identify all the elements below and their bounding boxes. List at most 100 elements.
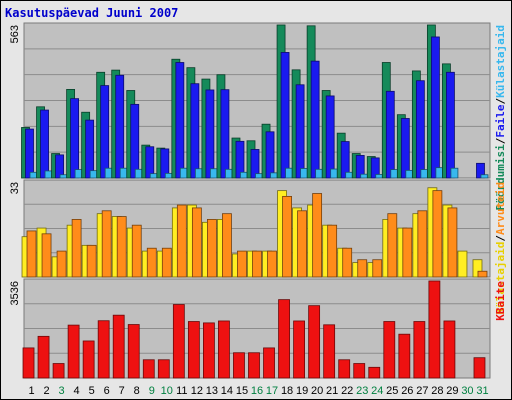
bar-top-faile-24 bbox=[370, 157, 380, 179]
bar-top-külastajaid-22 bbox=[345, 171, 354, 179]
bar-top-külastajaid-11 bbox=[179, 167, 188, 179]
x-tick-label-21: 21 bbox=[326, 385, 338, 397]
x-tick-label-13: 13 bbox=[206, 385, 218, 397]
bar-middle-arvuteid-31 bbox=[477, 270, 488, 278]
bar-middle-arvuteid-9 bbox=[146, 247, 157, 278]
bar-bottom-kbaite-31 bbox=[473, 357, 486, 379]
bar-bottom-kbaite-1 bbox=[22, 347, 35, 379]
bar-bottom-kbaite-18 bbox=[278, 299, 290, 379]
bar-top-faile-6 bbox=[100, 85, 110, 179]
panel-bottom: 3536 KBaite bbox=[9, 278, 507, 379]
bar-top-külastajaid-29 bbox=[450, 167, 459, 179]
bar-top-faile-4 bbox=[70, 98, 80, 179]
bar-bottom-kbaite-5 bbox=[82, 340, 95, 379]
bar-top-faile-11 bbox=[175, 62, 185, 179]
x-tick-label-15: 15 bbox=[236, 385, 248, 397]
ymax-label-bottom: 3536 bbox=[9, 281, 21, 305]
bar-bottom-kbaite-9 bbox=[142, 359, 155, 379]
bar-bottom-kbaite-29 bbox=[443, 320, 456, 379]
bar-top-külastajaid-13 bbox=[210, 168, 218, 179]
bar-top-faile-21 bbox=[325, 95, 335, 179]
bar-bottom-kbaite-4 bbox=[67, 324, 80, 379]
bar-middle-arvuteid-24 bbox=[372, 259, 383, 278]
bar-top-külastajaid-4 bbox=[74, 169, 83, 179]
bar-bottom-kbaite-28 bbox=[428, 280, 441, 379]
bar-top-külastajaid-1 bbox=[29, 171, 38, 179]
bar-top-külastajaid-15 bbox=[240, 171, 248, 179]
bar-top-külastajaid-25 bbox=[390, 169, 399, 179]
bar-top-külastajaid-31 bbox=[480, 174, 489, 179]
bar-top-faile-17 bbox=[265, 131, 275, 179]
bar-top-faile-23 bbox=[355, 155, 365, 179]
bar-bottom-kbaite-11 bbox=[172, 304, 185, 379]
bar-bottom-kbaite-6 bbox=[97, 320, 110, 379]
bar-middle-külastajaid-31 bbox=[472, 259, 483, 278]
bar-middle-arvuteid-12 bbox=[191, 207, 202, 278]
x-tick-label-9: 9 bbox=[149, 385, 155, 397]
legend-middle: Külastajaid/Arvuteid bbox=[494, 182, 507, 314]
bar-bottom-kbaite-19 bbox=[293, 320, 305, 379]
bar-top-külastajaid-3 bbox=[59, 174, 68, 179]
bar-bottom-kbaite-20 bbox=[308, 305, 321, 379]
x-tick-label-10: 10 bbox=[161, 385, 173, 397]
chart-title: Kasutuspäevad Juuni 2007 bbox=[5, 6, 179, 20]
x-tick-label-2: 2 bbox=[43, 385, 49, 397]
bar-top-külastajaid-2 bbox=[44, 170, 53, 179]
bar-middle-arvuteid-10 bbox=[161, 247, 172, 278]
x-tick-label-31: 31 bbox=[476, 385, 488, 397]
bar-middle-arvuteid-26 bbox=[402, 227, 413, 278]
x-tick-label-28: 28 bbox=[431, 385, 443, 397]
bar-middle-arvuteid-5 bbox=[86, 244, 97, 278]
legend-bottom: KBaite bbox=[494, 281, 507, 321]
bar-bottom-kbaite-12 bbox=[187, 321, 200, 379]
bar-top-faile-27 bbox=[415, 80, 425, 179]
bar-top-faile-2 bbox=[40, 109, 49, 179]
legend-entry: / bbox=[494, 137, 507, 144]
bar-top-faile-9 bbox=[145, 146, 155, 179]
bar-top-faile-19 bbox=[295, 84, 305, 179]
bar-middle-arvuteid-1 bbox=[26, 230, 37, 278]
bar-top-külastajaid-7 bbox=[119, 167, 128, 179]
panel-middle: 33 Külastajaid/Arvuteid bbox=[9, 179, 507, 314]
ymax-label-middle: 33 bbox=[9, 182, 21, 194]
bar-bottom-kbaite-23 bbox=[353, 363, 366, 379]
bar-top-faile-14 bbox=[220, 89, 230, 179]
bar-middle-arvuteid-27 bbox=[417, 210, 428, 278]
bar-top-faile-28 bbox=[430, 36, 440, 179]
x-tick-label-8: 8 bbox=[134, 385, 140, 397]
bar-top-külastajaid-6 bbox=[104, 167, 113, 179]
bar-bottom-kbaite-10 bbox=[157, 359, 170, 379]
ymax-label-top: 563 bbox=[9, 25, 21, 43]
bar-top-faile-7 bbox=[115, 74, 125, 179]
bar-top-külastajaid-17 bbox=[270, 172, 278, 179]
legend-entry: / bbox=[494, 235, 507, 242]
x-tick-label-18: 18 bbox=[281, 385, 293, 397]
bar-bottom-kbaite-15 bbox=[233, 352, 245, 379]
bar-top-faile-31 bbox=[476, 162, 485, 179]
bar-top-külastajaid-23 bbox=[360, 173, 369, 179]
bar-middle-arvuteid-18 bbox=[282, 195, 292, 278]
x-tick-label-4: 4 bbox=[74, 385, 80, 397]
legend-entry: Pöördumisi bbox=[494, 144, 507, 211]
bar-middle-arvuteid-25 bbox=[387, 213, 398, 278]
x-tick-label-5: 5 bbox=[89, 385, 95, 397]
bar-bottom-kbaite-17 bbox=[263, 347, 275, 379]
x-tick-label-24: 24 bbox=[371, 385, 383, 397]
bar-top-faile-29 bbox=[446, 71, 455, 179]
bar-middle-arvuteid-21 bbox=[327, 224, 338, 278]
bar-top-külastajaid-14 bbox=[225, 168, 233, 179]
x-tick-label-14: 14 bbox=[221, 385, 233, 397]
bar-top-külastajaid-8 bbox=[134, 168, 143, 179]
legend-entry: Külastajaid bbox=[494, 242, 507, 315]
bar-top-külastajaid-20 bbox=[315, 168, 324, 179]
bar-middle-arvuteid-4 bbox=[71, 219, 82, 278]
legend-entry: Faile bbox=[494, 104, 507, 137]
bar-middle-arvuteid-6 bbox=[101, 210, 112, 278]
legend-entry: Arvuteid bbox=[494, 182, 507, 235]
bar-middle-arvuteid-3 bbox=[56, 250, 67, 278]
bar-top-faile-10 bbox=[160, 148, 170, 179]
bar-top-faile-26 bbox=[400, 118, 410, 179]
bar-top-faile-25 bbox=[385, 90, 395, 179]
bar-bottom-kbaite-22 bbox=[338, 359, 351, 379]
